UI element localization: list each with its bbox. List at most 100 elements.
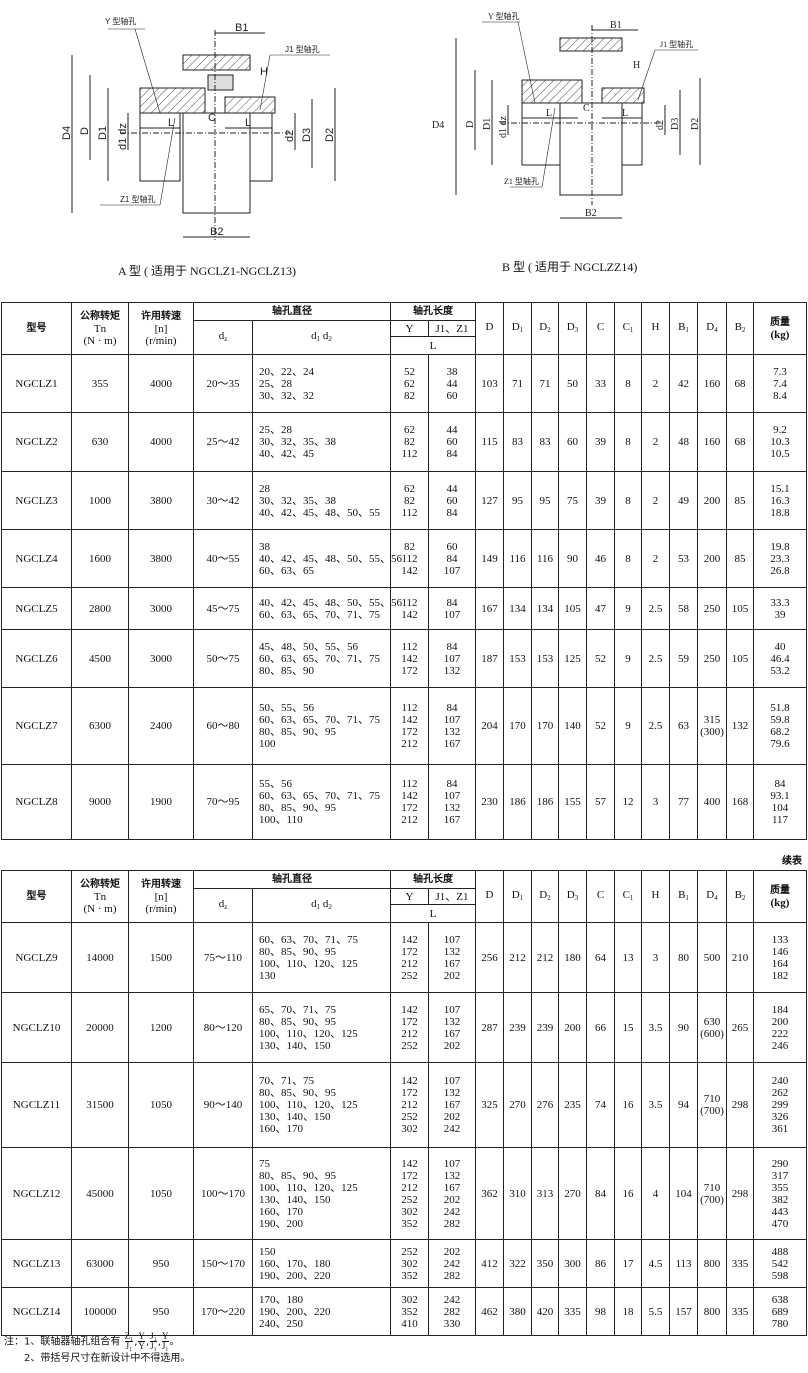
cell-dim: 116 bbox=[531, 529, 559, 588]
drawing-type-b: Y 型轴孔 J1 型轴孔 Z1 型轴孔 B1 B2 H C L L D4 D D… bbox=[430, 0, 730, 250]
cell-dz: 45～75 bbox=[193, 587, 253, 630]
cell-dim: 4.5 bbox=[641, 1239, 670, 1288]
header-dz: dz bbox=[193, 320, 253, 355]
d4-label: D4 bbox=[61, 126, 73, 140]
header-torque: 公称转矩 Tn (N · m) bbox=[71, 870, 129, 923]
cell-dim: 200 bbox=[697, 471, 727, 530]
cell-dim: 52 bbox=[586, 629, 615, 688]
cell-dim: 3.5 bbox=[641, 992, 670, 1063]
header-dim: D2 bbox=[531, 870, 559, 923]
cell-dim: 186 bbox=[531, 764, 559, 840]
cell-dim: 86 bbox=[586, 1239, 615, 1288]
cell-dim: 298 bbox=[726, 1062, 754, 1148]
cell-dz: 170～220 bbox=[193, 1287, 253, 1336]
header-bore-diameter: 轴孔直径 bbox=[193, 870, 391, 889]
header-j1-z1: J1、Z1 bbox=[428, 888, 476, 905]
c-label: C bbox=[583, 103, 590, 114]
cell-dim: 47 bbox=[586, 587, 615, 630]
cell-y: 82 112 142 bbox=[390, 529, 429, 588]
cell-dim: 85 bbox=[726, 471, 754, 530]
cell-j1-z1: 84 107 132 bbox=[428, 629, 476, 688]
c-label: C bbox=[208, 112, 216, 124]
cell-speed: 3000 bbox=[128, 587, 194, 630]
cell-dim: 9 bbox=[614, 687, 642, 765]
cell-dim: 160 bbox=[697, 354, 727, 413]
cell-dim: 335 bbox=[726, 1239, 754, 1288]
cell-dim: 313 bbox=[531, 1147, 559, 1240]
cell-dim: 18 bbox=[614, 1287, 642, 1336]
cell-speed: 2400 bbox=[128, 687, 194, 765]
h-label: H bbox=[633, 60, 640, 71]
cell-dim: 256 bbox=[475, 922, 504, 993]
cell-d1-d2: 45、48、50、55、56 60、63、65、70、71、75 80、85、9… bbox=[252, 629, 391, 688]
cell-dim: 53 bbox=[669, 529, 698, 588]
cell-j1-z1: 107 132 167 202 242 bbox=[428, 1062, 476, 1148]
cell-dim: 500 bbox=[697, 922, 727, 993]
cell-torque: 2800 bbox=[71, 587, 129, 630]
header-dim: C1 bbox=[614, 870, 642, 923]
cell-y: 112 142 172 212 bbox=[390, 764, 429, 840]
cell-dim: 116 bbox=[503, 529, 532, 588]
d2-small-label: d2 bbox=[284, 130, 296, 142]
fraction: J₁ J₁ bbox=[150, 1331, 157, 1351]
cell-j1-z1: 242 282 330 bbox=[428, 1287, 476, 1336]
cell-torque: 4500 bbox=[71, 629, 129, 688]
cell-speed: 1050 bbox=[128, 1147, 194, 1240]
cell-dim: 13 bbox=[614, 922, 642, 993]
cell-model: NGCLZ9 bbox=[1, 922, 72, 993]
cell-j1-z1: 44 60 84 bbox=[428, 471, 476, 530]
cell-dim: 95 bbox=[531, 471, 559, 530]
cell-j1-z1: 202 242 282 bbox=[428, 1239, 476, 1288]
header-l: L bbox=[390, 904, 476, 923]
cell-dim: 2 bbox=[641, 471, 670, 530]
table-row: NGCLZ8 9000 1900 70～95 55、56 60、63、65、70… bbox=[1, 764, 807, 840]
cell-model: NGCLZ7 bbox=[1, 687, 72, 765]
header-dim: H bbox=[641, 302, 670, 355]
cell-dim: 46 bbox=[586, 529, 615, 588]
cell-dim: 235 bbox=[558, 1062, 587, 1148]
header-dim: D4 bbox=[697, 302, 727, 355]
cell-dim: 350 bbox=[531, 1239, 559, 1288]
header-bore-length: 轴孔长度 bbox=[390, 870, 476, 889]
cell-dim: 3 bbox=[641, 922, 670, 993]
cell-model: NGCLZ8 bbox=[1, 764, 72, 840]
cell-model: NGCLZ6 bbox=[1, 629, 72, 688]
l-label-right: L bbox=[245, 117, 251, 129]
cell-speed: 950 bbox=[128, 1239, 194, 1288]
cell-d1-d2: 60、63、70、71、75 80、85、90、95 100、110、120、1… bbox=[252, 922, 391, 993]
header-dim: D4 bbox=[697, 870, 727, 923]
header-dim: H bbox=[641, 870, 670, 923]
z1-bore-label: Z1 型轴孔 bbox=[504, 176, 539, 186]
cell-speed: 950 bbox=[128, 1287, 194, 1336]
cell-dim: 5.5 bbox=[641, 1287, 670, 1336]
cell-torque: 9000 bbox=[71, 764, 129, 840]
cell-dz: 150～170 bbox=[193, 1239, 253, 1288]
cell-d1-d2: 20、22、24 25、28 30、32、32 bbox=[252, 354, 391, 413]
cell-j1-z1: 84 107 132 167 bbox=[428, 764, 476, 840]
cell-model: NGCLZ5 bbox=[1, 587, 72, 630]
d1-dz-label: d1 dz bbox=[498, 116, 509, 139]
cell-dim: 270 bbox=[558, 1147, 587, 1240]
cell-mass: 290 317 355 382 443 470 bbox=[753, 1147, 807, 1240]
d2-small-label: d2 bbox=[655, 120, 666, 130]
cell-dim: 2.5 bbox=[641, 687, 670, 765]
table-row: NGCLZ3 1000 3800 30～42 28 30、32、35、38 40… bbox=[1, 471, 807, 530]
cell-dim: 90 bbox=[669, 992, 698, 1063]
cell-dim: 132 bbox=[726, 687, 754, 765]
b2-label: B2 bbox=[585, 208, 597, 219]
table-row: NGCLZ7 6300 2400 60～80 50、55、56 60、63、65… bbox=[1, 687, 807, 765]
cell-dim: 16 bbox=[614, 1062, 642, 1148]
cell-dim: 204 bbox=[475, 687, 504, 765]
d-label: D bbox=[79, 127, 91, 135]
cell-dim: 98 bbox=[586, 1287, 615, 1336]
cell-dim: 75 bbox=[558, 471, 587, 530]
cell-j1-z1: 38 44 60 bbox=[428, 354, 476, 413]
cell-torque: 20000 bbox=[71, 992, 129, 1063]
cell-dim: 2.5 bbox=[641, 587, 670, 630]
cell-mass: 40 46.4 53.2 bbox=[753, 629, 807, 688]
cell-dim: 140 bbox=[558, 687, 587, 765]
cell-y: 62 82 112 bbox=[390, 471, 429, 530]
cell-dim: 90 bbox=[558, 529, 587, 588]
d1-dz-label: d1 dz bbox=[117, 123, 129, 150]
cell-dim: 105 bbox=[558, 587, 587, 630]
